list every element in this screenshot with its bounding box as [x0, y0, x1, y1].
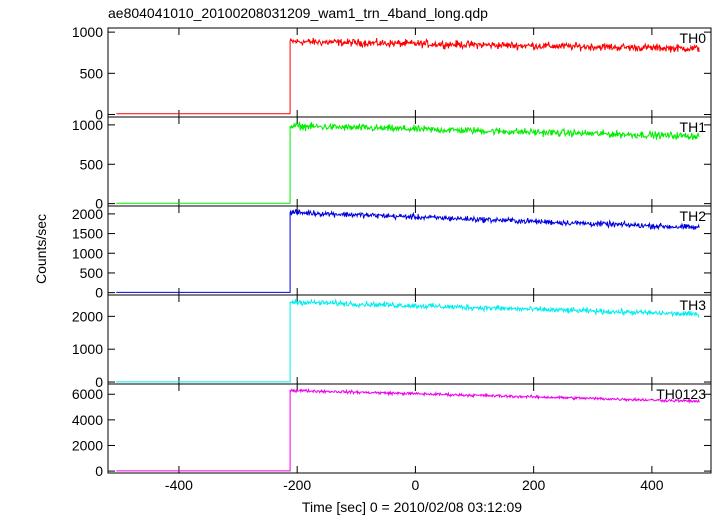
y-tick-label: 500 — [80, 65, 104, 81]
y-tick-label: 0 — [95, 374, 103, 390]
series-line-th0123 — [116, 387, 700, 472]
y-tick-label: 2000 — [72, 437, 103, 453]
panel-label-th0123: TH0123 — [656, 386, 706, 402]
y-tick-label: 1500 — [72, 226, 103, 242]
x-tick-label: 400 — [640, 477, 664, 493]
y-tick-label: 1000 — [72, 245, 103, 261]
y-tick-label: 500 — [80, 265, 104, 281]
x-axis-label: Time [sec] 0 = 2010/02/08 03:12:09 — [302, 499, 522, 515]
panel-frame-th0 — [107, 27, 712, 118]
y-tick-label: 0 — [95, 463, 103, 479]
y-tick-label: 1000 — [72, 341, 103, 357]
panel-label-th0: TH0 — [680, 30, 707, 46]
x-tick-label: -400 — [165, 477, 193, 493]
panel-label-th1: TH1 — [680, 119, 707, 135]
series-line-th1 — [116, 121, 700, 204]
y-tick-label: 0 — [95, 107, 103, 123]
y-tick-label: 2000 — [72, 308, 103, 324]
chart-title: ae804041010_20100208031209_wam1_trn_4ban… — [108, 5, 488, 21]
y-tick-label: 4000 — [72, 412, 103, 428]
series-line-th0 — [116, 37, 700, 115]
series-line-th2 — [116, 208, 700, 293]
y-tick-label: 500 — [80, 156, 104, 172]
x-tick-label: -200 — [283, 477, 311, 493]
panel-label-th3: TH3 — [680, 297, 707, 313]
y-tick-label: 0 — [95, 196, 103, 212]
panel-frame-th2 — [107, 205, 712, 296]
y-tick-label: 1000 — [72, 24, 103, 40]
series-line-th3 — [116, 298, 700, 383]
y-axis-label: Counts/sec — [33, 214, 49, 284]
y-tick-label: 6000 — [72, 386, 103, 402]
panel-th0: 0 500 1000 TH0 — [72, 24, 712, 123]
panel-th0123: 0 2000 4000 6000 TH0123 — [72, 383, 712, 479]
x-tick-label: 0 — [412, 477, 420, 493]
panel-th3: 0 1000 2000 TH3 — [72, 294, 712, 390]
y-tick-label: 1000 — [72, 117, 103, 133]
panel-label-th2: TH2 — [680, 208, 707, 224]
panel-th1: 0 500 1000 TH1 — [72, 116, 712, 212]
panel-frame-th3 — [107, 294, 712, 385]
panel-frame-th0123 — [107, 383, 712, 474]
y-tick-label: 2000 — [72, 206, 103, 222]
panel-th2: 0 500 1000 1500 2000 TH2 — [72, 205, 712, 301]
x-tick-label: 200 — [522, 477, 546, 493]
y-tick-label: 0 — [95, 285, 103, 301]
